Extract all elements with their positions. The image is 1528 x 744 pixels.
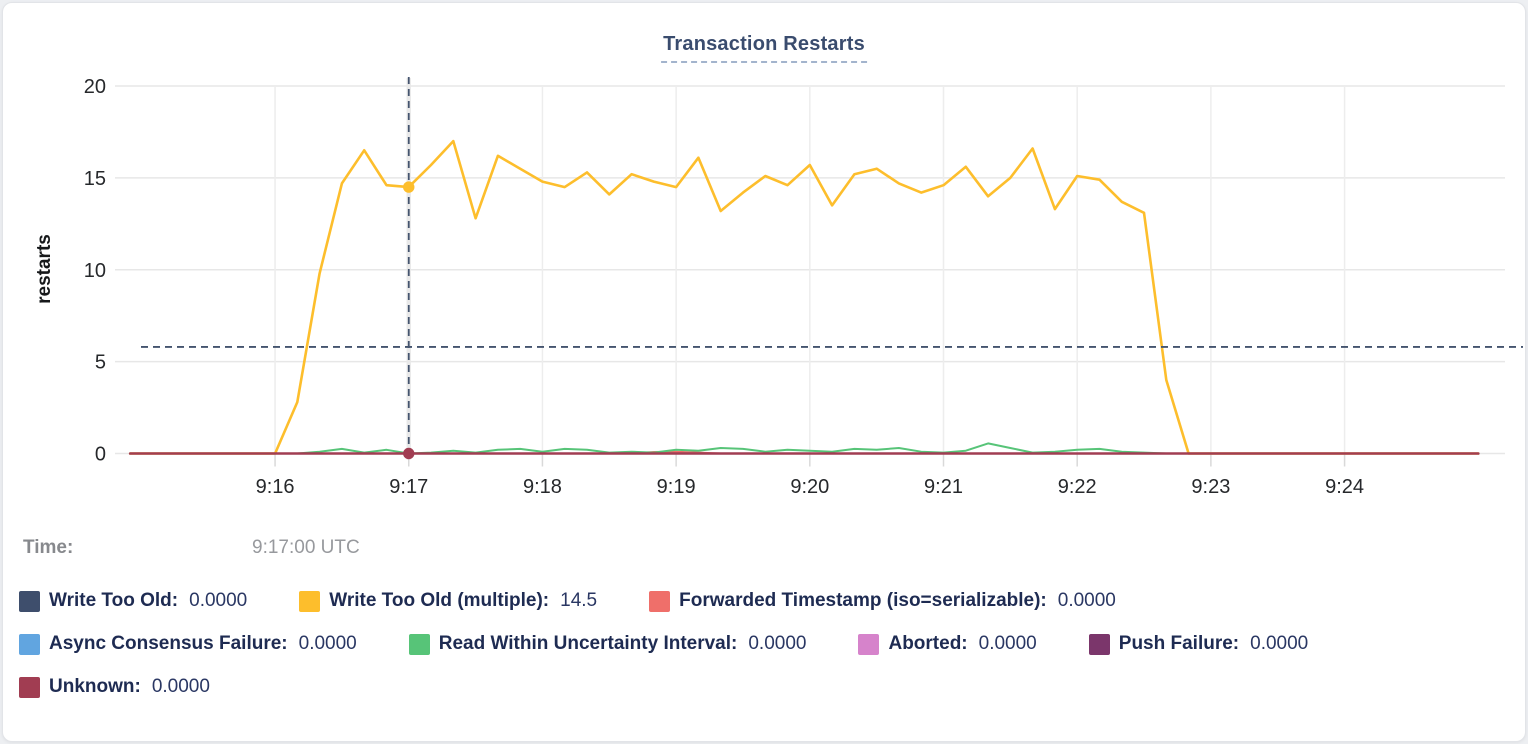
- legend-item-forwarded-timestamp-iso-serializable[interactable]: Forwarded Timestamp (iso=serializable): 0…: [649, 590, 1116, 612]
- tooltip-time-row: Time: 9:17:00 UTC: [19, 537, 1515, 559]
- series-lines: [128, 139, 1480, 455]
- legend-value: 0.0000: [298, 633, 357, 654]
- series-line-read-within-uncertainty-interval: [129, 442, 1480, 455]
- x-gridlines: [274, 86, 1346, 467]
- legend-item-read-within-uncertainty-interval[interactable]: Read Within Uncertainty Interval: 0.0000: [408, 633, 807, 655]
- x-tick-labels: 9:16 9:17 9:18 9:19 9:20 9:21 9:22 9:23 9:24: [256, 476, 1364, 498]
- legend-item-write-too-old-multiple[interactable]: Write Too Old (multiple): 14.5: [299, 590, 597, 612]
- legend-item-unknown[interactable]: Unknown: 0.0000: [19, 676, 210, 698]
- chart-title[interactable]: Transaction Restarts: [661, 33, 867, 63]
- series-swatch-icon: [19, 676, 40, 698]
- svg-text:9:16: 9:16: [256, 476, 295, 498]
- hover-dot-write-too-old-multiple: [403, 181, 415, 193]
- legend-value: 14.5: [560, 590, 598, 611]
- svg-text:9:22: 9:22: [1058, 476, 1097, 498]
- legend-label: Write Too Old:: [49, 590, 179, 611]
- legend-value: 0.0000: [748, 633, 807, 654]
- legend-item-async-consensus-failure[interactable]: Async Consensus Failure: 0.0000: [19, 633, 357, 655]
- legend-value: 0.0000: [1057, 590, 1116, 611]
- legend-label: Forwarded Timestamp (iso=serializable):: [679, 590, 1047, 611]
- svg-text:9:23: 9:23: [1191, 476, 1230, 498]
- legend-label: Write Too Old (multiple):: [329, 590, 550, 611]
- svg-text:9:19: 9:19: [657, 476, 696, 498]
- svg-text:9:18: 9:18: [523, 476, 562, 498]
- y-tick-labels: 0 5 10 15 20: [84, 76, 106, 466]
- series-swatch-icon: [858, 633, 880, 655]
- hover-band: [406, 78, 411, 460]
- legend: Write Too Old: 0.0000 Write Too Old (multi…: [19, 590, 1515, 698]
- legend-label: Push Failure:: [1118, 633, 1240, 654]
- time-label: Time:: [23, 537, 74, 558]
- svg-text:15: 15: [84, 168, 106, 190]
- legend-label: Async Consensus Failure:: [49, 633, 288, 654]
- svg-text:9:20: 9:20: [790, 476, 829, 498]
- svg-text:9:21: 9:21: [924, 476, 963, 498]
- svg-text:0: 0: [95, 444, 106, 466]
- hover-dot-unknown: [403, 447, 415, 460]
- svg-text:9:17: 9:17: [389, 476, 428, 498]
- svg-text:10: 10: [84, 260, 106, 282]
- legend-label: Aborted:: [888, 633, 968, 654]
- legend-item-aborted[interactable]: Aborted: 0.0000: [858, 633, 1037, 655]
- series-swatch-icon: [19, 590, 40, 612]
- svg-text:9:24: 9:24: [1325, 476, 1364, 498]
- series-swatch-icon: [299, 590, 321, 612]
- series-line-write-too-old-multiple: [128, 139, 1480, 455]
- hover-tooltip: Time: 9:17:00 UTC Write Too Old: 0.0000 Wr…: [19, 537, 1515, 719]
- svg-text:20: 20: [84, 76, 106, 98]
- svg-text:5: 5: [95, 352, 106, 374]
- legend-row: Write Too Old: 0.0000 Write Too Old (multi…: [19, 590, 1515, 612]
- legend-row: Async Consensus Failure: 0.0000 Read Withi…: [19, 633, 1515, 655]
- series-swatch-icon: [19, 633, 40, 655]
- transaction-restarts-chart[interactable]: 0 5 10 15 20 9:16 9:17 9:18 9:19 9:20 9:21 9:22 9:23…: [3, 3, 1526, 517]
- series-swatch-icon: [408, 633, 430, 655]
- legend-label: Unknown:: [49, 676, 141, 697]
- y-axis-label: restarts: [34, 234, 55, 304]
- legend-item-push-failure[interactable]: Push Failure: 0.0000: [1088, 633, 1309, 655]
- legend-value: 0.0000: [978, 633, 1037, 654]
- legend-row: Unknown: 0.0000: [19, 676, 1515, 698]
- legend-value: 0.0000: [189, 590, 248, 611]
- series-swatch-icon: [1088, 633, 1110, 655]
- legend-value: 0.0000: [1250, 633, 1309, 654]
- time-value: 9:17:00 UTC: [252, 537, 360, 558]
- legend-item-write-too-old[interactable]: Write Too Old: 0.0000: [19, 590, 247, 612]
- series-swatch-icon: [649, 590, 671, 612]
- legend-value: 0.0000: [151, 676, 210, 697]
- legend-label: Read Within Uncertainty Interval:: [438, 633, 738, 654]
